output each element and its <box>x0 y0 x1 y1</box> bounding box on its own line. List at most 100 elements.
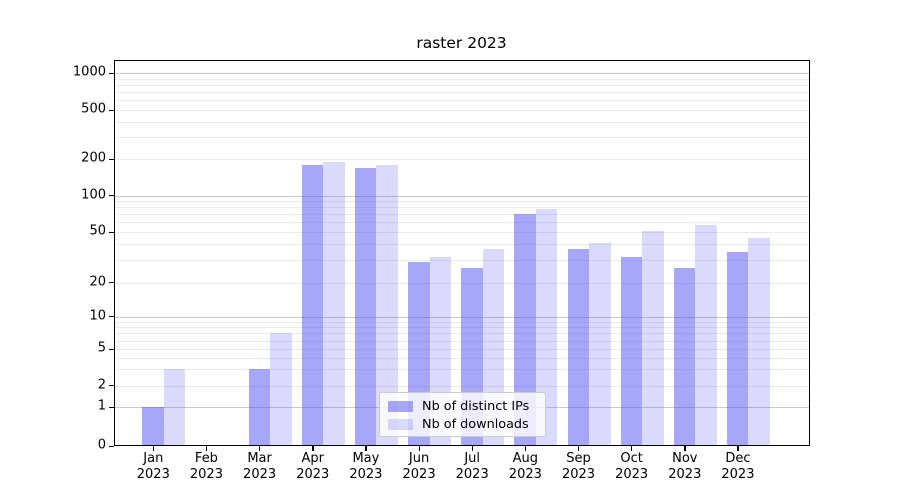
x-tick-month: Apr <box>301 451 325 466</box>
bar-distinct-ips-nov <box>673 268 696 446</box>
bar-downloads-jan <box>163 369 186 446</box>
y-tick-label-5: 5 <box>97 340 106 356</box>
y-tick-label-200: 200 <box>81 150 106 166</box>
y-tick-label-2: 2 <box>97 377 106 393</box>
y-tick-1 <box>109 406 114 408</box>
x-tick-jan <box>152 446 155 451</box>
x-tick-year: 2023 <box>136 467 170 482</box>
bar-downloads-dec <box>748 237 770 446</box>
bar-distinct-ips-dec <box>726 251 749 446</box>
gridline-major-100 <box>115 195 809 197</box>
x-tick-feb <box>205 446 208 451</box>
y-tick-2 <box>109 385 114 387</box>
legend-swatch-distinct-ips <box>388 400 413 412</box>
x-tick-jul <box>471 446 473 451</box>
x-tick-year: 2023 <box>349 467 383 482</box>
x-tick-oct <box>631 446 633 451</box>
x-tick-sep <box>578 446 580 451</box>
bar-distinct-ips-aug <box>514 214 536 446</box>
gridline-minor-200 <box>115 159 809 160</box>
bar-distinct-ips-may <box>354 168 377 446</box>
x-tick-label-dec: Dec 2023 <box>706 451 770 483</box>
x-tick-year: 2023 <box>615 467 649 482</box>
legend-label-distinct-ips: Nb of distinct IPs <box>422 398 530 414</box>
legend-item-distinct-ips: Nb of distinct IPs <box>388 398 537 414</box>
x-tick-label-oct: Oct 2023 <box>600 451 664 483</box>
x-tick-year: 2023 <box>668 467 702 482</box>
x-tick-year: 2023 <box>721 467 755 482</box>
x-tick-month: May <box>352 451 380 466</box>
y-tick-50 <box>109 231 114 233</box>
y-tick-label-50: 50 <box>89 223 106 239</box>
x-tick-label-nov: Nov 2023 <box>653 451 717 483</box>
bar-downloads-apr <box>323 161 345 446</box>
gridline-minor-900 <box>115 78 809 80</box>
x-tick-month: Aug <box>512 451 539 466</box>
bar-downloads-oct <box>642 230 664 446</box>
x-tick-year: 2023 <box>455 467 489 482</box>
y-tick-label-20: 20 <box>89 274 106 290</box>
x-tick-label-jun: Jun 2023 <box>387 451 451 483</box>
gridline-minor-40 <box>115 244 809 246</box>
legend: Nb of distinct IPs Nb of downloads <box>379 392 546 437</box>
x-tick-year: 2023 <box>561 467 596 482</box>
x-tick-year: 2023 <box>508 467 542 482</box>
bar-distinct-ips-mar <box>248 369 271 446</box>
bar-downloads-aug <box>535 208 558 446</box>
x-tick-year: 2023 <box>189 467 223 482</box>
legend-swatch-downloads <box>388 418 413 430</box>
y-tick-label-1000: 1000 <box>72 65 106 81</box>
gridline-minor-60 <box>115 222 809 224</box>
y-tick-500 <box>109 109 114 111</box>
gridline-minor-30 <box>115 260 809 262</box>
plot-border <box>113 60 810 446</box>
x-tick-may <box>365 446 367 451</box>
gridline-minor-600 <box>115 100 809 102</box>
y-tick-200 <box>109 158 114 160</box>
bar-distinct-ips-oct <box>620 256 643 446</box>
bar-downloads-nov <box>695 225 717 446</box>
y-tick-label-10: 10 <box>89 308 106 324</box>
x-tick-label-aug: Aug 2023 <box>493 451 557 483</box>
x-tick-month: Sep <box>566 451 591 466</box>
x-tick-label-feb: Feb 2023 <box>174 451 238 483</box>
legend-item-downloads: Nb of downloads <box>388 416 537 432</box>
bar-distinct-ips-apr <box>301 164 324 446</box>
bar-downloads-may <box>376 164 398 446</box>
x-tick-label-mar: Mar 2023 <box>228 451 292 483</box>
x-tick-month: Nov <box>672 451 698 466</box>
legend-label-downloads: Nb of downloads <box>422 416 529 432</box>
x-tick-nov <box>684 446 686 451</box>
y-tick-label-500: 500 <box>81 101 106 117</box>
x-tick-month: Jun <box>408 451 430 466</box>
gridline-minor-50 <box>115 232 809 233</box>
y-tick-label-0: 0 <box>97 437 106 453</box>
y-tick-5 <box>109 348 114 350</box>
y-tick-100 <box>109 195 114 197</box>
gridline-minor-70 <box>115 214 809 216</box>
y-tick-0 <box>109 445 114 447</box>
chart-title: raster 2023 <box>416 34 507 52</box>
x-tick-aug <box>524 446 527 451</box>
bar-downloads-mar <box>270 333 292 446</box>
x-tick-apr <box>312 446 314 451</box>
gridline-minor-90 <box>115 201 809 203</box>
x-tick-month: Feb <box>194 451 218 466</box>
gridline-minor-80 <box>115 207 809 209</box>
x-tick-month: Jul <box>464 451 481 466</box>
x-tick-month: Jan <box>143 451 164 466</box>
x-tick-label-apr: Apr 2023 <box>281 451 345 483</box>
x-tick-jun <box>418 446 420 451</box>
gridline-minor-500 <box>115 110 809 111</box>
y-tick-label-1: 1 <box>97 398 106 414</box>
gridline-minor-700 <box>115 92 809 94</box>
y-tick-1000 <box>109 72 114 75</box>
y-tick-10 <box>109 316 114 318</box>
bar-distinct-ips-jan <box>142 407 164 446</box>
x-tick-month: Mar <box>247 451 272 466</box>
x-tick-year: 2023 <box>402 467 436 482</box>
x-tick-mar <box>259 446 261 451</box>
x-tick-label-jan: Jan 2023 <box>121 451 185 483</box>
gridline-minor-300 <box>115 137 809 139</box>
